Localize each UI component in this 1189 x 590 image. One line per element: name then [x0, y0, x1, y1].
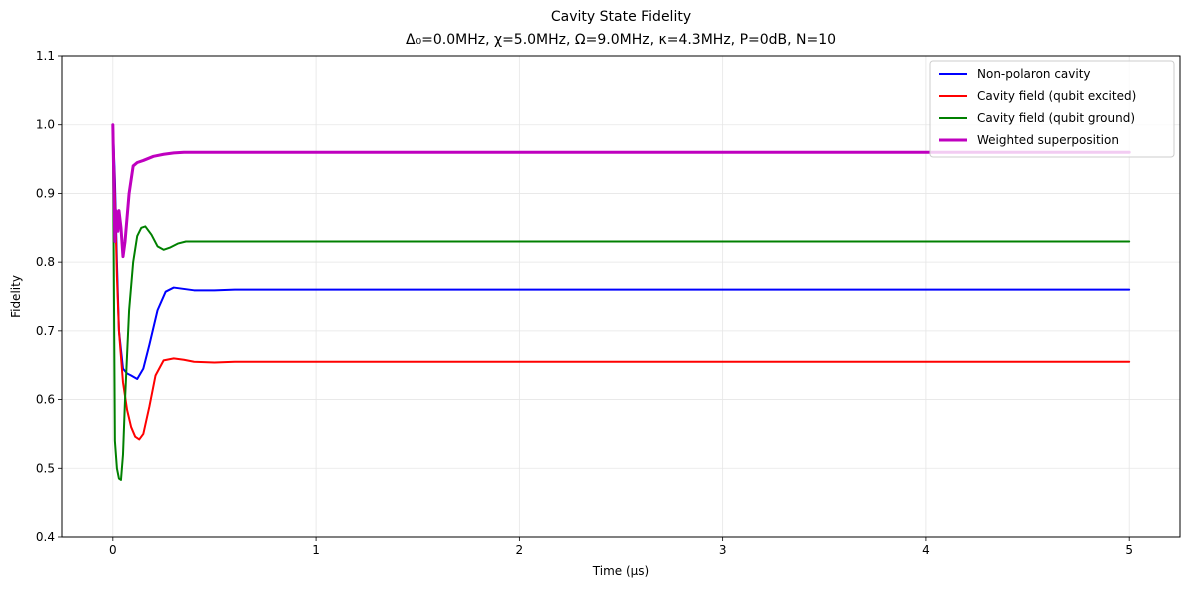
y-tick-label: 0.4 [36, 530, 55, 544]
x-tick-label: 0 [109, 543, 117, 557]
chart-title: Cavity State Fidelity [551, 9, 691, 25]
plot-frame [61, 55, 1181, 538]
series-line-3 [111, 123, 1131, 259]
legend-entry: Cavity field (qubit excited) [939, 89, 1136, 103]
legend-label: Weighted superposition [977, 133, 1119, 147]
y-axis-ticks: 0.4 0.5 0.6 0.7 0.8 0.9 1.0 1.1 [36, 49, 62, 544]
y-axis-label: Fidelity [9, 275, 23, 318]
plot-area [111, 123, 1131, 481]
y-tick-label: 0.5 [36, 461, 55, 475]
y-tick-label: 0.8 [36, 255, 55, 269]
series-lines [111, 123, 1131, 481]
chart-subtitle: Δ₀=0.0MHz, χ=5.0MHz, Ω=9.0MHz, κ=4.3MHz,… [406, 32, 836, 48]
x-tick-label: 3 [719, 543, 727, 557]
series-line-1 [111, 123, 1131, 441]
y-tick-label: 0.6 [36, 393, 55, 407]
legend-box [929, 60, 1175, 158]
legend-entry: Weighted superposition [939, 133, 1119, 147]
y-tick-label: 0.7 [36, 324, 55, 338]
x-tick-label: 1 [312, 543, 320, 557]
y-tick-label: 1.0 [36, 118, 55, 132]
legend-label: Cavity field (qubit excited) [977, 89, 1136, 103]
legend-entry: Cavity field (qubit ground) [939, 111, 1135, 125]
x-axis-label: Time (μs) [592, 564, 649, 578]
legend-label: Cavity field (qubit ground) [977, 111, 1135, 125]
legend-entry: Non-polaron cavity [939, 67, 1091, 81]
legend-label: Non-polaron cavity [977, 67, 1091, 81]
x-tick-label: 2 [516, 543, 524, 557]
x-tick-label: 5 [1125, 543, 1133, 557]
y-tick-label: 0.9 [36, 186, 55, 200]
x-tick-label: 4 [922, 543, 930, 557]
y-tick-label: 1.1 [36, 49, 55, 63]
series-line-2 [111, 123, 1131, 481]
x-axis-ticks: 0 1 2 3 4 5 [109, 537, 1133, 557]
legend: Non-polaron cavity Cavity field (qubit ex… [929, 60, 1175, 158]
legend-items: Non-polaron cavity Cavity field (qubit ex… [939, 67, 1136, 147]
